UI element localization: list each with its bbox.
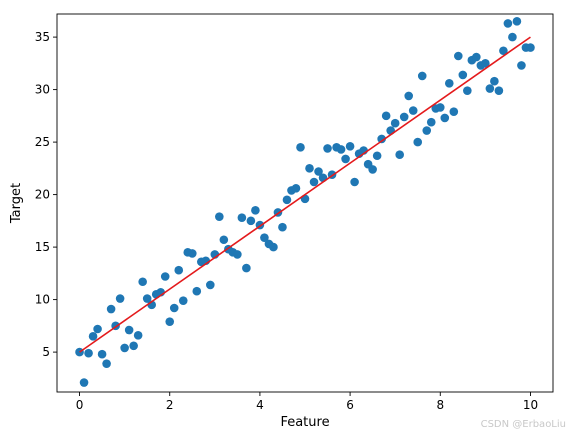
data-point [481,59,490,68]
data-point [97,349,107,359]
y-tick-label: 35 [35,30,50,44]
data-point [246,216,256,226]
data-point [291,184,301,193]
data-point [458,70,468,80]
data-point [88,332,98,341]
data-point [368,165,377,174]
data-point [233,250,242,259]
data-point [237,213,247,222]
data-point [309,177,319,187]
data-point [526,43,535,52]
data-point [93,324,102,334]
data-point [278,222,287,232]
data-point [192,286,202,296]
data-point [129,341,138,351]
data-point [138,277,147,287]
data-point [160,272,170,281]
data-point [124,325,134,335]
data-point [512,17,522,26]
data-point [404,91,414,101]
x-tick-label: 0 [76,398,84,412]
data-point [440,113,450,123]
data-point [336,145,346,154]
data-point [142,294,152,303]
data-point [508,32,517,42]
y-tick-label: 5 [42,345,50,359]
data-point [408,106,418,115]
data-point [102,359,111,368]
data-point [435,103,445,112]
data-point [260,233,269,242]
data-point [206,280,215,290]
data-point [399,112,409,122]
x-tick-label: 8 [436,398,444,412]
data-point [133,331,143,340]
data-point [178,296,188,305]
watermark-text: CSDN @ErbaoLiu [480,419,566,430]
data-point [174,265,184,275]
data-point [242,263,251,273]
data-point [463,86,472,95]
data-point [390,118,400,128]
data-marks [75,17,535,387]
plot-frame [56,13,554,393]
fit-line [79,36,531,353]
data-point [449,107,459,116]
y-tick-label: 30 [35,83,50,97]
data-point [84,348,93,358]
data-point [413,137,423,147]
data-point [472,52,481,62]
data-point [395,150,404,159]
data-point [187,249,197,258]
data-point [115,294,125,303]
data-point [169,303,179,313]
data-point [490,76,499,86]
data-point [426,117,436,127]
data-point [377,134,386,144]
data-point [372,151,382,161]
x-tick-label: 10 [523,398,538,412]
y-tick-label: 10 [35,293,50,307]
data-point [417,71,427,81]
data-point [215,212,224,221]
data-point [494,86,504,95]
data-point [165,317,175,326]
x-axis-label: Feature [280,415,329,430]
data-point [323,144,332,153]
x-tick-label: 4 [256,398,264,412]
y-axis-label: Target [9,183,24,224]
data-point [282,195,292,205]
data-point [499,46,508,56]
data-point [79,378,89,387]
data-point [296,143,305,152]
data-point [305,164,314,173]
data-point [314,167,323,176]
data-point [454,51,463,61]
data-point [381,111,391,121]
y-tick-label: 20 [35,188,50,202]
data-point [517,61,526,70]
y-tick-label: 15 [35,240,50,254]
data-point [350,177,359,187]
data-point [219,235,229,245]
y-tick-label: 25 [35,135,50,149]
data-point [345,142,355,151]
data-point [503,19,513,28]
data-point [106,304,116,314]
x-tick-label: 2 [166,398,174,412]
data-point [422,126,432,135]
data-point [251,206,260,215]
data-point [120,343,129,353]
x-tick-label: 6 [346,398,354,412]
data-point [485,84,495,93]
data-point [444,79,454,88]
data-point [269,242,278,252]
axes: 0 2 4 6 8 10 5 10 15 20 25 30 35 [35,13,554,412]
data-point [341,154,350,164]
